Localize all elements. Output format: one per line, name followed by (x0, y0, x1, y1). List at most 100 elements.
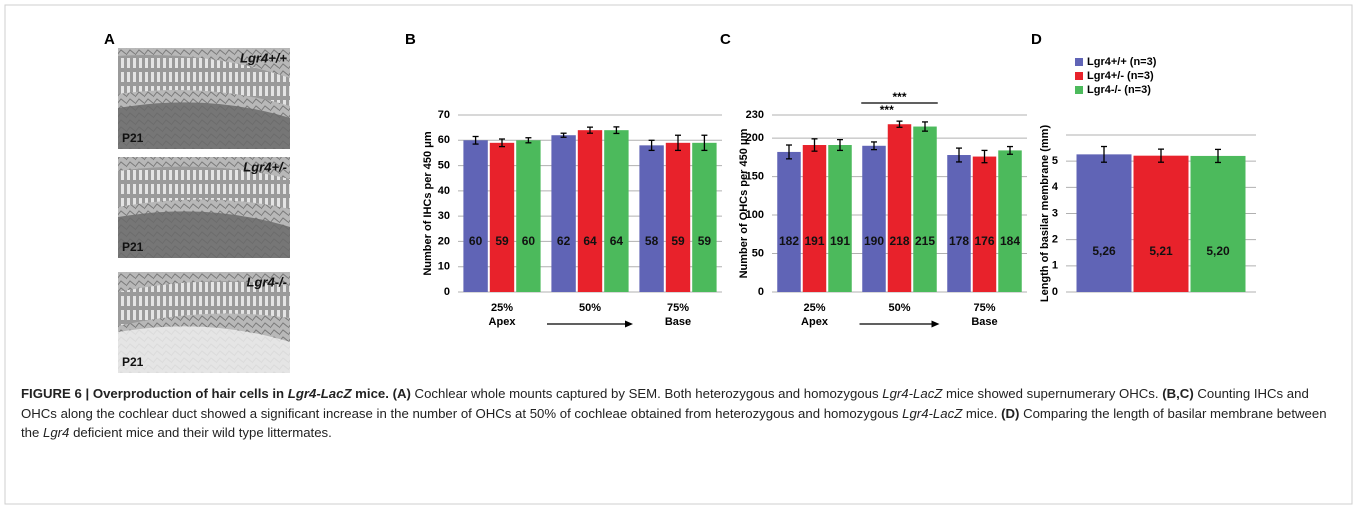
genotype-label: Lgr4+/- (243, 159, 287, 174)
error-bar (1101, 145, 1107, 163)
bar (665, 142, 691, 292)
caption-run: Cochlear whole mounts captured by SEM. B… (410, 386, 883, 401)
bar (887, 124, 912, 293)
error-bar (811, 138, 818, 152)
x-sublabel: Apex (489, 316, 517, 328)
error-bar (896, 120, 903, 128)
significance: *** (880, 103, 894, 117)
value-label: 64 (583, 234, 597, 248)
bar (947, 155, 971, 292)
error-bar (1158, 148, 1164, 163)
y-tick-label: 3 (1052, 207, 1058, 219)
caption-run: Lgr4-LacZ (882, 386, 943, 401)
y-tick-label: 0 (758, 286, 764, 298)
y-tick-label: 100 (746, 209, 764, 221)
error-bar (648, 139, 655, 152)
hair-cell-rows (118, 166, 290, 209)
y-tick-label: 50 (438, 159, 450, 171)
age-label: P21 (122, 131, 144, 145)
panel-label: D (1031, 31, 1042, 48)
y-tick-label: 5 (1052, 155, 1058, 167)
x-tick-label: 25% (491, 302, 513, 314)
value-label: 190 (864, 234, 884, 248)
caption-run: mice showed supernumerary OHCs. (942, 386, 1163, 401)
error-bar (1215, 148, 1221, 164)
y-tick-label: 0 (444, 286, 450, 298)
bar (516, 140, 541, 292)
value-label: 176 (974, 234, 994, 248)
error-bar (525, 137, 532, 144)
value-label: 5,21 (1149, 244, 1173, 258)
value-label: 191 (830, 234, 850, 248)
x-tick-label: 75% (667, 302, 689, 314)
bar (1190, 155, 1246, 292)
y-tick-label: 10 (438, 261, 450, 273)
value-label: 182 (779, 234, 799, 248)
caption-run: Comparing the length of basilar membrane… (21, 405, 1327, 441)
y-tick-label: 4 (1052, 181, 1059, 193)
y-tick-label: 60 (438, 134, 450, 146)
y-tick-label: 20 (438, 235, 450, 247)
genotype-label: Lgr4+/+ (240, 50, 287, 65)
legend-swatch (1075, 72, 1083, 80)
value-label: 58 (645, 234, 659, 248)
x-tick-label: 50% (888, 302, 910, 314)
legend-label: Lgr4-/- (n=3) (1087, 84, 1151, 96)
legend-label: Lgr4+/- (n=3) (1087, 70, 1154, 82)
y-tick-label: 1 (1052, 260, 1058, 272)
error-bar (922, 121, 928, 132)
value-label: 218 (889, 234, 909, 248)
value-label: 59 (671, 234, 685, 248)
bar (577, 130, 603, 292)
value-label: 59 (698, 234, 712, 248)
error-bar (871, 141, 877, 151)
value-label: 178 (949, 234, 969, 248)
error-bar (675, 134, 681, 152)
hair-cell-rows (118, 54, 290, 106)
caption-run: Lgr4 (43, 425, 70, 440)
panel-label: C (720, 31, 731, 48)
membrane (118, 211, 290, 258)
caption-run: mice. (A) (351, 386, 411, 401)
bar (828, 145, 852, 292)
caption: FIGURE 6 | Overproduction of hair cells … (21, 384, 1339, 443)
error-bar (981, 149, 988, 164)
y-tick-label: 200 (746, 132, 764, 144)
age-label: P21 (122, 240, 144, 254)
y-tick-label: 40 (438, 185, 450, 197)
bar (998, 150, 1022, 292)
caption-run: (B,C) (1162, 386, 1194, 401)
value-label: 215 (915, 234, 935, 248)
significance: *** (892, 90, 906, 104)
y-axis-label: Number of IHCs per 450 μm (422, 131, 434, 275)
arrow-head (931, 320, 940, 328)
value-label: 191 (804, 234, 824, 248)
bar (463, 140, 488, 292)
caption-run: Counting IHCs and OHCs along the cochlea… (21, 386, 1309, 421)
error-bar (472, 135, 479, 145)
membrane (118, 102, 290, 149)
bar (862, 145, 886, 292)
error-bar (613, 126, 620, 135)
bar (913, 126, 937, 292)
caption-run: Lgr4-LacZ (287, 386, 352, 401)
value-label: 59 (495, 234, 509, 248)
panel-label: A (104, 31, 115, 48)
y-tick-label: 0 (1052, 286, 1058, 298)
y-tick-label: 2 (1052, 234, 1058, 246)
y-tick-label: 50 (752, 247, 764, 259)
error-bar (587, 126, 593, 134)
bar (972, 156, 997, 292)
caption-run: Lgr4-LacZ (902, 405, 963, 421)
panel-a: A Lgr4+/+ P21 Lgr4+/- P21 Lgr4-/- P21 (104, 31, 290, 373)
y-tick-label: 30 (438, 210, 450, 222)
caption-run: deficient mice and their wild type litte… (69, 425, 332, 440)
y-tick-label: 70 (438, 109, 450, 121)
bar (639, 145, 664, 292)
value-label: 60 (469, 234, 483, 248)
value-label: 62 (557, 234, 571, 248)
x-sublabel: Base (665, 316, 691, 328)
y-tick-label: 230 (746, 109, 764, 121)
